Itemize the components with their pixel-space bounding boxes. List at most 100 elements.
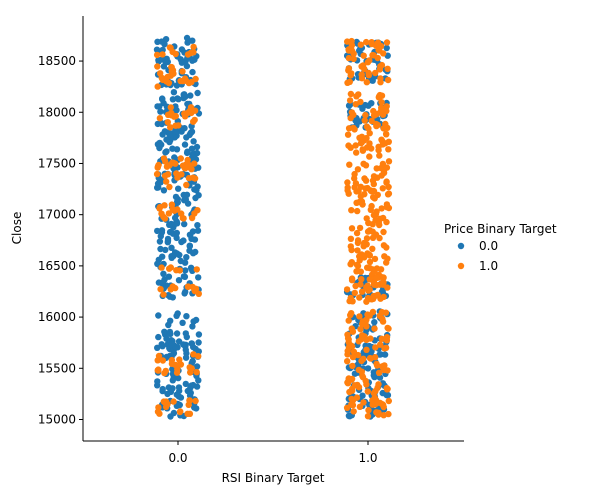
data-point xyxy=(189,151,196,158)
x-axis-title: RSI Binary Target xyxy=(222,471,325,485)
data-point xyxy=(179,68,186,75)
data-point xyxy=(164,239,171,246)
data-point xyxy=(168,340,176,348)
data-point xyxy=(170,70,177,77)
data-point xyxy=(181,75,189,82)
data-point xyxy=(353,93,360,100)
data-point xyxy=(194,183,201,190)
data-point xyxy=(185,161,192,168)
data-point xyxy=(382,130,390,138)
data-point xyxy=(362,177,370,184)
data-point xyxy=(344,335,352,342)
data-point xyxy=(370,187,378,195)
data-point xyxy=(188,340,195,347)
data-point xyxy=(357,41,364,48)
data-point xyxy=(178,238,185,246)
data-point xyxy=(363,215,370,222)
data-point xyxy=(358,63,365,70)
data-point xyxy=(344,187,351,194)
data-point xyxy=(372,344,379,351)
data-point xyxy=(349,402,357,409)
data-point xyxy=(159,357,167,364)
data-point xyxy=(359,392,366,399)
data-point xyxy=(166,228,174,236)
data-point xyxy=(186,397,193,404)
data-point xyxy=(173,267,180,274)
data-point xyxy=(380,274,387,281)
data-point xyxy=(344,38,351,45)
data-point xyxy=(357,98,364,106)
data-point xyxy=(349,48,356,55)
data-point xyxy=(159,131,166,138)
data-point xyxy=(175,185,182,192)
data-point xyxy=(353,149,360,156)
data-point xyxy=(169,205,176,213)
data-point xyxy=(384,191,392,198)
data-point xyxy=(189,68,196,76)
data-point xyxy=(373,165,380,172)
data-point xyxy=(346,78,353,86)
data-point xyxy=(154,408,162,415)
x-ticks: 0.0 1.0 xyxy=(168,441,378,465)
legend-label: 1.0 xyxy=(479,259,498,273)
data-point xyxy=(380,228,387,236)
data-point xyxy=(350,348,358,355)
data-point xyxy=(354,207,361,215)
data-point xyxy=(383,244,390,251)
data-point xyxy=(371,319,378,326)
data-point xyxy=(378,308,386,316)
data-point xyxy=(348,395,355,403)
data-point xyxy=(170,350,178,357)
data-point xyxy=(193,363,201,370)
data-point xyxy=(170,398,177,405)
data-point xyxy=(357,281,364,288)
data-point xyxy=(174,366,181,373)
data-point xyxy=(366,286,373,293)
data-point xyxy=(186,364,193,371)
data-point xyxy=(163,148,170,155)
data-point xyxy=(180,273,188,280)
data-point xyxy=(168,253,175,260)
data-point xyxy=(377,79,384,86)
data-point xyxy=(361,117,368,124)
data-point xyxy=(359,146,366,153)
data-point xyxy=(373,274,380,282)
data-point xyxy=(354,166,362,173)
data-point xyxy=(354,247,361,254)
data-point xyxy=(163,178,170,185)
data-point xyxy=(187,264,195,271)
x-tick-label: 0.0 xyxy=(168,451,187,465)
data-point xyxy=(368,100,375,107)
data-point xyxy=(356,403,364,410)
data-point xyxy=(370,295,377,302)
data-point xyxy=(171,221,178,228)
data-point xyxy=(189,323,196,330)
data-point xyxy=(191,404,198,411)
data-point xyxy=(365,125,372,132)
data-point xyxy=(160,187,168,194)
data-point xyxy=(375,369,383,376)
data-point xyxy=(349,353,357,361)
data-point xyxy=(344,179,351,186)
data-point xyxy=(170,409,178,417)
data-point xyxy=(345,375,352,383)
data-point xyxy=(375,147,382,154)
data-point xyxy=(345,317,352,324)
data-point xyxy=(162,158,169,165)
data-point xyxy=(360,399,367,406)
data-point xyxy=(193,143,201,151)
data-point xyxy=(373,281,380,289)
data-point xyxy=(156,115,164,122)
data-point xyxy=(163,78,170,85)
data-point xyxy=(173,391,180,398)
axes: 15000 15500 16000 16500 17000 17500 18000 18500… xyxy=(10,16,464,485)
data-point xyxy=(153,46,161,53)
series-1-0-cat-0-0 xyxy=(153,43,202,417)
data-point xyxy=(188,78,195,86)
data-point xyxy=(371,255,379,263)
data-point xyxy=(171,154,178,161)
data-point xyxy=(358,288,366,295)
data-point xyxy=(185,174,193,182)
data-point xyxy=(154,63,161,70)
data-point xyxy=(184,39,191,46)
